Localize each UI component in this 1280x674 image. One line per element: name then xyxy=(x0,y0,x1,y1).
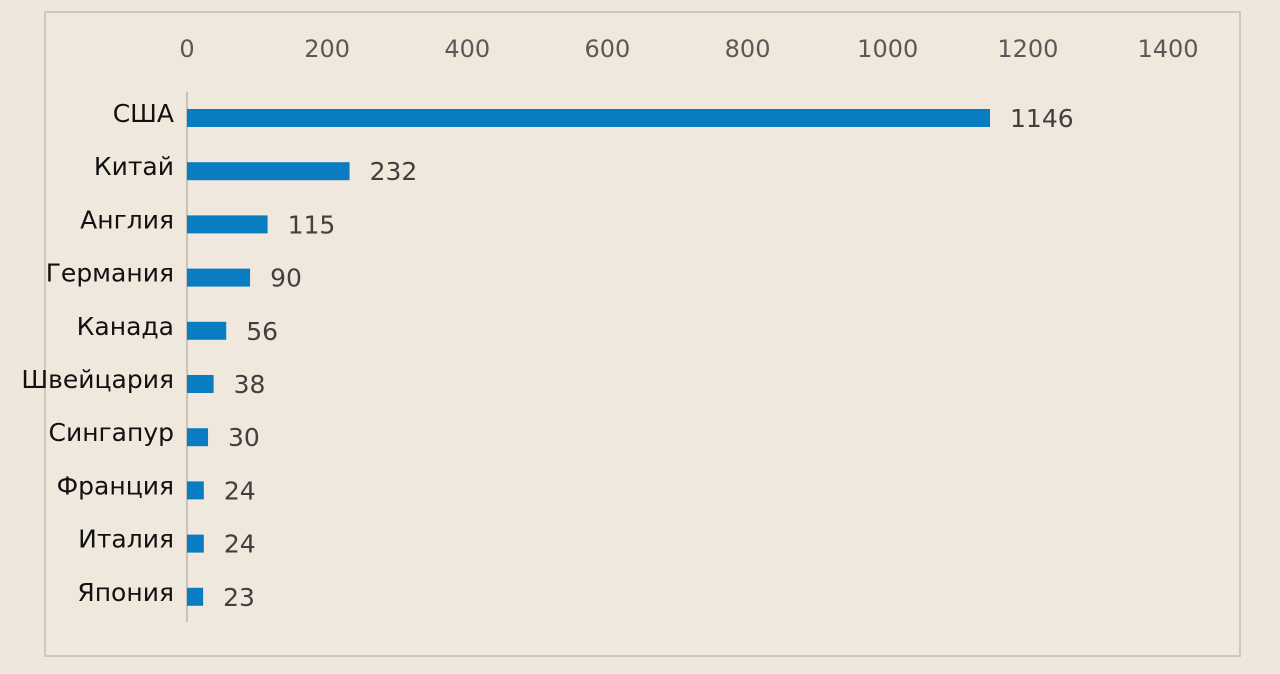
y-tick-label: Япония xyxy=(77,578,174,607)
data-label: 24 xyxy=(224,530,256,559)
x-tick-label: 200 xyxy=(304,35,350,63)
y-tick-label: Италия xyxy=(78,525,174,554)
x-tick-label: 400 xyxy=(444,35,490,63)
data-label: 115 xyxy=(288,210,336,239)
y-tick-label: Китай xyxy=(94,152,174,181)
bar xyxy=(187,587,204,606)
y-tick-label: Сингапур xyxy=(48,418,174,447)
y-tick-label: Швейцария xyxy=(21,365,174,394)
bar xyxy=(187,534,204,553)
bar xyxy=(187,428,209,447)
bar xyxy=(187,162,350,181)
data-label: 23 xyxy=(223,583,255,612)
data-label: 232 xyxy=(370,157,418,186)
data-label: 56 xyxy=(246,317,278,346)
x-tick-label: 600 xyxy=(585,35,631,63)
x-tick-label: 1200 xyxy=(997,35,1058,63)
y-tick-label: Германия xyxy=(46,259,174,288)
y-tick-label: Франция xyxy=(57,471,174,500)
bar xyxy=(187,375,214,393)
bar xyxy=(187,215,268,234)
data-label: 38 xyxy=(234,370,266,399)
data-label: 30 xyxy=(228,423,260,452)
y-tick-label: США xyxy=(113,99,174,128)
y-tick-label: Англия xyxy=(80,205,174,234)
data-label: 1146 xyxy=(1010,104,1074,133)
bar xyxy=(187,321,227,340)
bar xyxy=(187,268,251,287)
x-tick-label: 1400 xyxy=(1137,35,1198,63)
x-tick-label: 800 xyxy=(725,35,771,63)
x-tick-label: 0 xyxy=(179,35,194,63)
y-tick-label: Канада xyxy=(77,312,174,341)
data-label: 24 xyxy=(224,476,256,505)
x-tick-label: 1000 xyxy=(857,35,918,63)
data-label: 90 xyxy=(270,264,302,293)
bar xyxy=(187,109,991,127)
bar xyxy=(187,481,204,500)
